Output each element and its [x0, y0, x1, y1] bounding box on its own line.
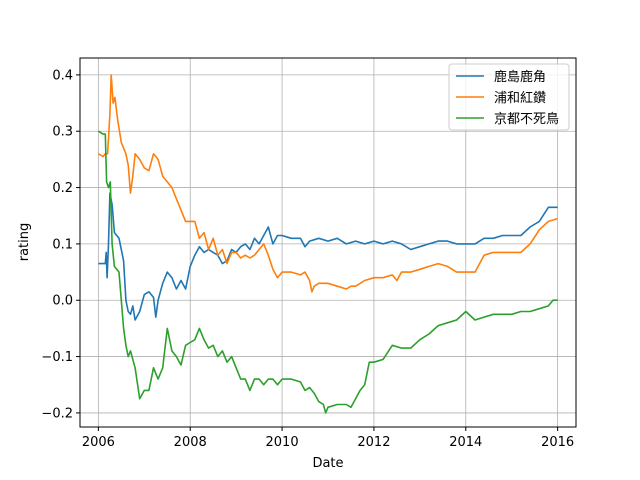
x-axis: 2006 2008 2010 2012 2014 2016 [82, 427, 574, 450]
y-tick-label: −0.2 [41, 406, 73, 421]
x-tick-label: 2010 [266, 435, 299, 450]
series-layer [97, 74, 558, 414]
y-axis-label: rating [17, 223, 32, 262]
y-tick-label: −0.1 [41, 350, 73, 365]
x-tick-label: 2012 [357, 435, 390, 450]
x-tick-label: 2008 [174, 435, 207, 450]
y-tick-label: 0.0 [52, 294, 73, 309]
x-tick-label: 2014 [449, 435, 482, 450]
series-line-2 [97, 74, 558, 293]
legend-label-1: 鹿島鹿角 [494, 69, 546, 85]
y-axis: −0.2 −0.1 0.0 0.1 0.2 0.3 0.4 [41, 68, 80, 421]
y-tick-label: 0.2 [52, 181, 73, 196]
x-tick-label: 2006 [82, 435, 115, 450]
x-tick-label: 2016 [541, 435, 574, 450]
y-tick-label: 0.4 [52, 68, 73, 83]
plot-frame [79, 57, 577, 428]
legend-label-2: 浦和紅鑽 [494, 90, 546, 106]
legend-box [448, 63, 570, 131]
series-line-3 [97, 130, 558, 414]
series-line-1 [98, 192, 558, 321]
y-tick-label: 0.3 [52, 125, 73, 140]
x-axis-label: Date [312, 456, 343, 471]
legend-label-3: 京都不死鳥 [494, 112, 559, 127]
y-tick-label: 0.1 [52, 237, 73, 252]
